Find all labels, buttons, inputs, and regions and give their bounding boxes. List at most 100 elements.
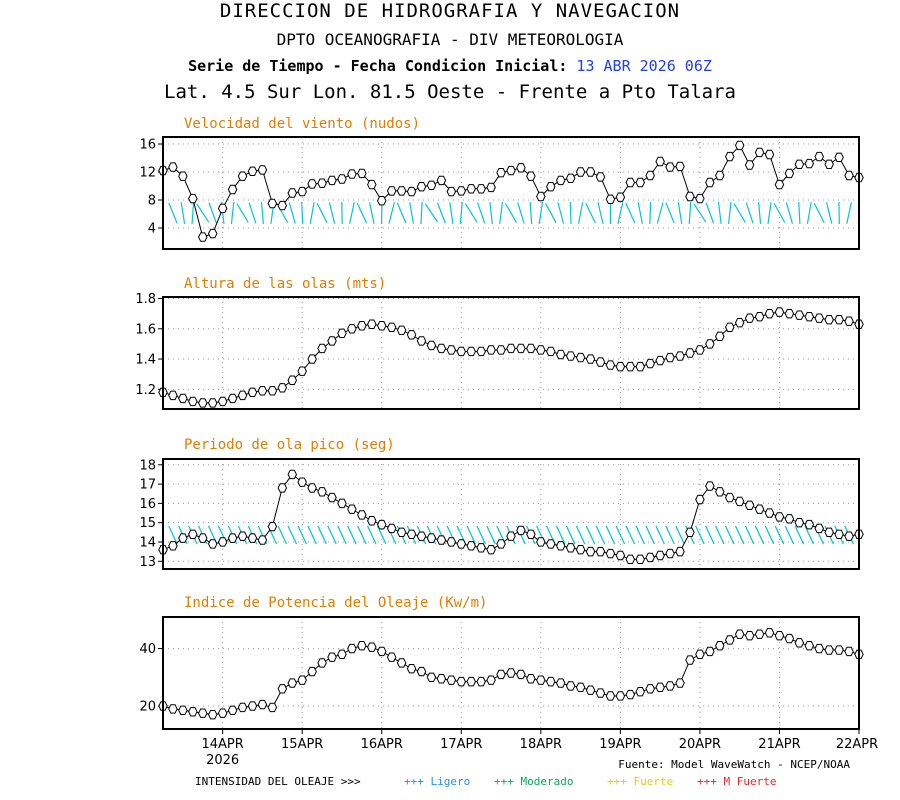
data-point <box>724 635 735 645</box>
data-point <box>386 322 397 332</box>
intensity-legend-label: INTENSIDAD DEL OLEAJE >>> <box>195 775 361 788</box>
data-point <box>764 149 775 160</box>
data-point <box>555 175 566 186</box>
data-point <box>705 646 715 657</box>
direction-arrow <box>575 525 586 545</box>
panel-title: Indice de Potencia del Oleaje (Kw/m) <box>184 595 487 611</box>
data-point <box>635 177 646 188</box>
direction-arrow <box>248 202 257 224</box>
data-point <box>804 158 815 169</box>
direction-arrow <box>597 202 604 224</box>
data-point <box>506 343 516 354</box>
data-point <box>227 705 238 716</box>
intensity-legend-item: +++ Fuerte <box>607 775 673 788</box>
data-point <box>317 658 327 668</box>
data-point <box>267 521 278 532</box>
data-point <box>337 328 347 339</box>
panel-title: Periodo de ola pico (seg) <box>184 437 395 453</box>
direction-arrow <box>813 202 825 224</box>
data-point <box>844 316 854 326</box>
data-point <box>565 173 576 183</box>
data-point <box>237 702 248 713</box>
panel-frame <box>162 458 860 570</box>
data-point <box>247 701 258 711</box>
direction-arrow <box>557 202 565 224</box>
data-point <box>844 531 854 541</box>
direction-arrow <box>774 525 785 545</box>
direction-arrow <box>745 202 754 224</box>
data-point <box>784 308 795 319</box>
direction-arrow <box>196 203 210 223</box>
data-point <box>416 182 427 192</box>
direction-arrow <box>297 525 307 545</box>
direction-arrow <box>677 202 683 224</box>
panel-title: Altura de las olas (mts) <box>184 276 386 292</box>
direction-arrow <box>569 201 572 225</box>
data-point <box>466 346 476 357</box>
series-line <box>162 311 860 404</box>
direction-arrow <box>665 525 675 545</box>
data-point <box>814 523 824 534</box>
data-point <box>536 675 546 685</box>
data-point <box>466 541 476 551</box>
data-point <box>546 676 556 687</box>
direction-arrow <box>287 525 298 545</box>
data-point <box>754 629 765 639</box>
data-point <box>327 492 337 503</box>
data-point <box>565 543 576 553</box>
data-point <box>834 529 844 539</box>
data-point <box>804 311 815 322</box>
data-point <box>705 177 715 188</box>
data-point <box>386 523 397 534</box>
data-point <box>247 533 258 543</box>
direction-arrow <box>288 202 296 224</box>
data-point <box>705 339 715 349</box>
panel-frame <box>162 136 860 250</box>
direction-arrow <box>617 202 624 224</box>
direction-arrow <box>733 203 746 223</box>
data-point <box>784 633 795 644</box>
data-point <box>635 361 646 372</box>
direction-arrow <box>464 203 478 223</box>
data-point <box>615 192 626 202</box>
data-point <box>774 512 785 522</box>
data-point <box>217 396 228 407</box>
data-point <box>386 186 397 196</box>
direction-arrow <box>449 202 454 224</box>
direction-arrow <box>328 202 336 224</box>
data-point <box>237 390 248 401</box>
data-point <box>585 167 596 177</box>
data-point <box>744 500 755 511</box>
data-point <box>506 531 516 541</box>
data-point <box>496 669 506 680</box>
data-point <box>575 167 586 177</box>
data-point <box>237 171 248 181</box>
data-point <box>466 184 476 194</box>
data-point <box>665 548 675 559</box>
data-point <box>406 330 417 340</box>
data-point <box>595 688 606 698</box>
direction-arrow <box>655 525 665 545</box>
data-point <box>257 535 268 545</box>
direction-arrow <box>459 201 463 225</box>
data-point <box>486 675 496 685</box>
x-tick-label: 16APR <box>361 737 403 752</box>
data-point <box>456 539 467 549</box>
data-point <box>416 336 427 346</box>
data-point <box>625 689 636 700</box>
direction-arrow <box>347 525 357 545</box>
data-point <box>794 159 805 169</box>
data-point <box>705 481 715 491</box>
data-point <box>277 483 288 493</box>
direction-arrow <box>476 525 486 545</box>
data-point <box>347 169 357 179</box>
data-point <box>496 345 506 355</box>
data-point <box>317 487 327 497</box>
data-point <box>655 550 665 561</box>
direction-arrow <box>665 202 675 224</box>
data-point <box>396 325 407 335</box>
data-point <box>337 649 347 660</box>
x-tick-label: 15APR <box>281 737 323 752</box>
data-point <box>814 643 824 654</box>
direction-arrow <box>230 201 235 225</box>
